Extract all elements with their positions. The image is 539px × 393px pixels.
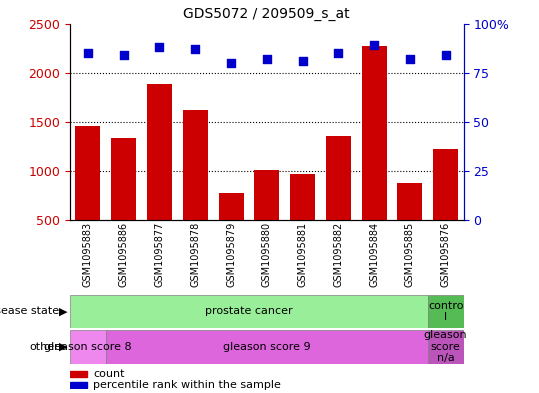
Point: [405, 56, 414, 62]
Bar: [362, 46, 386, 269]
Bar: [106, 330, 428, 364]
Bar: [254, 171, 279, 269]
Bar: [111, 138, 136, 269]
Point: [298, 58, 307, 64]
Point: [262, 56, 271, 62]
Point: [191, 46, 199, 52]
Text: gleason score 9: gleason score 9: [223, 342, 310, 352]
Bar: [75, 126, 100, 269]
Point: [155, 44, 164, 50]
Bar: [326, 136, 351, 269]
Bar: [218, 193, 244, 269]
Bar: [70, 330, 106, 364]
Bar: [70, 371, 87, 377]
Title: GDS5072 / 209509_s_at: GDS5072 / 209509_s_at: [183, 7, 350, 21]
Text: percentile rank within the sample: percentile rank within the sample: [93, 380, 281, 390]
Point: [120, 52, 128, 58]
Bar: [183, 110, 208, 269]
Text: ▶: ▶: [59, 342, 67, 352]
Text: count: count: [93, 369, 125, 379]
Text: prostate cancer: prostate cancer: [205, 307, 293, 316]
Text: disease state: disease state: [0, 307, 59, 316]
Point: [441, 52, 450, 58]
Bar: [428, 330, 464, 364]
Text: ▶: ▶: [59, 307, 67, 316]
Bar: [428, 295, 464, 328]
Bar: [397, 183, 423, 269]
Point: [84, 50, 92, 56]
Bar: [70, 382, 87, 388]
Point: [370, 42, 378, 48]
Point: [334, 50, 343, 56]
Text: contro
l: contro l: [428, 301, 464, 322]
Text: gleason
score
n/a: gleason score n/a: [424, 330, 467, 364]
Text: other: other: [30, 342, 59, 352]
Point: [227, 60, 236, 66]
Bar: [290, 174, 315, 269]
Text: gleason score 8: gleason score 8: [44, 342, 132, 352]
Bar: [147, 84, 172, 269]
Bar: [433, 149, 458, 269]
